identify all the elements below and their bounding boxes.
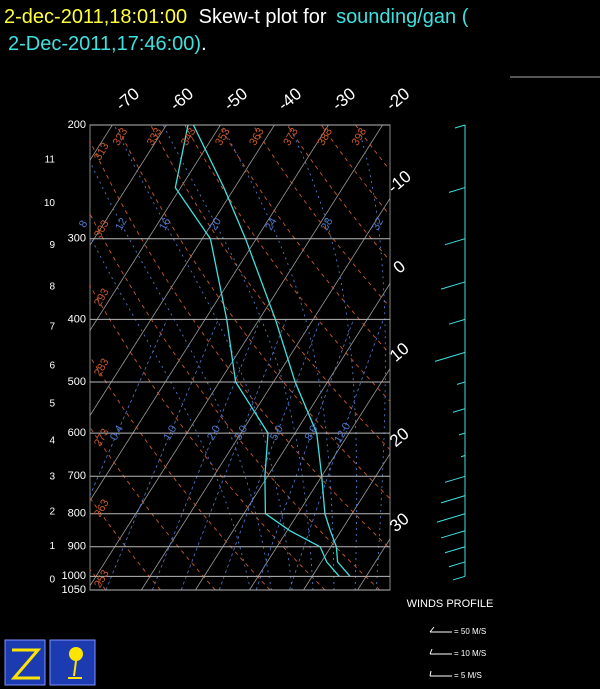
y-tick-label: 600 bbox=[68, 427, 86, 439]
wind-barb bbox=[436, 513, 466, 523]
y-tick-label: 1050 bbox=[62, 584, 86, 596]
height-label: 10 bbox=[44, 198, 56, 209]
y-tick-label: 800 bbox=[68, 508, 86, 520]
height-label: 7 bbox=[49, 321, 55, 332]
title-text: Skew-t plot for bbox=[199, 6, 327, 28]
dry-adiabat bbox=[90, 213, 381, 590]
title-end: . bbox=[201, 33, 207, 55]
wind-barb bbox=[444, 546, 466, 554]
logo-z-glyph bbox=[10, 648, 42, 680]
moist-adiabat-label: 8 bbox=[77, 219, 90, 230]
y-tick-label: 500 bbox=[68, 376, 86, 388]
height-label: 1 bbox=[49, 541, 55, 552]
sounding-1 bbox=[174, 125, 340, 577]
dry-adiabat bbox=[218, 125, 390, 355]
wind-barb bbox=[448, 318, 466, 325]
legend-label: = 10 M/S bbox=[454, 649, 486, 658]
y-tick-label: 300 bbox=[68, 233, 86, 245]
legend-label: = 50 M/S bbox=[454, 627, 486, 636]
isotherm bbox=[90, 125, 221, 332]
wind-barb bbox=[452, 408, 466, 413]
dry-adiabat bbox=[90, 426, 216, 590]
wind-barb bbox=[440, 530, 466, 539]
y-tick-label: 700 bbox=[68, 470, 86, 482]
mixing-ratio bbox=[255, 319, 354, 590]
wind-barb bbox=[448, 187, 466, 193]
winds-title: WINDS PROFILE bbox=[407, 598, 494, 610]
moist-adiabat-label: 28 bbox=[319, 216, 336, 233]
moist-adiabat-label: 16 bbox=[157, 216, 174, 233]
height-label: 3 bbox=[49, 471, 55, 482]
isotherm bbox=[90, 125, 167, 246]
wind-barb bbox=[440, 495, 466, 504]
legend-barb-tick bbox=[429, 648, 433, 655]
chart-subtitle: 2-Dec-2011,17:46:00). bbox=[8, 33, 207, 55]
isotherm bbox=[90, 125, 275, 417]
mixing-ratio bbox=[218, 319, 321, 590]
logo-balloon-line bbox=[68, 660, 82, 679]
legend-barb-tick bbox=[429, 626, 435, 633]
title-obs-time: 2-Dec-2011,17:46:00) bbox=[8, 33, 201, 55]
isotherm bbox=[141, 197, 390, 590]
height-label: 5 bbox=[49, 398, 55, 409]
mixing-ratio bbox=[105, 319, 219, 590]
height-label: 8 bbox=[49, 281, 55, 292]
wind-barb bbox=[434, 351, 466, 362]
height-label: 6 bbox=[49, 360, 55, 371]
sounding-0 bbox=[192, 125, 351, 577]
title-time: 2-dec-2011,18:01:00 bbox=[4, 6, 187, 28]
moist-adiabat bbox=[162, 125, 314, 590]
wind-barb bbox=[456, 381, 466, 385]
isotherm bbox=[90, 125, 329, 502]
legend-barb-tick bbox=[429, 670, 432, 677]
dry-adiabat bbox=[90, 140, 390, 550]
height-label: 9 bbox=[49, 240, 55, 251]
moist-adiabat-label: 20 bbox=[208, 216, 225, 233]
title-station: sounding/gan ( bbox=[336, 6, 469, 28]
wind-barb bbox=[458, 432, 466, 436]
logo-balloon-glyph bbox=[69, 647, 83, 661]
wind-barb bbox=[454, 124, 466, 129]
dry-adiabat bbox=[116, 125, 390, 500]
y-tick-label: 200 bbox=[68, 119, 86, 131]
moist-adiabat-label: 32 bbox=[370, 216, 387, 233]
wind-barb bbox=[444, 238, 466, 246]
y-tick-label: 1000 bbox=[62, 570, 86, 582]
isotherm bbox=[249, 367, 390, 590]
wind-barb bbox=[444, 475, 466, 483]
height-label: 0 bbox=[49, 575, 55, 586]
dry-adiabat bbox=[90, 284, 326, 590]
height-label: 11 bbox=[45, 154, 56, 165]
isotherm bbox=[195, 282, 390, 590]
y-tick-label: 900 bbox=[68, 541, 86, 553]
mixing-ratio bbox=[289, 319, 384, 590]
moist-adiabat-label: 24 bbox=[263, 216, 280, 233]
moist-adiabat-label: 12 bbox=[113, 216, 130, 233]
y-tick-label: 400 bbox=[68, 313, 86, 325]
height-label: 2 bbox=[49, 507, 55, 518]
logos bbox=[4, 639, 96, 686]
moist-adiabat bbox=[221, 125, 335, 590]
isotherm bbox=[90, 125, 384, 587]
wind-barb bbox=[448, 561, 466, 568]
wind-barb bbox=[460, 455, 466, 458]
wind-barb bbox=[440, 281, 466, 290]
mixing-ratio bbox=[152, 319, 261, 590]
chart-title: 2-dec-2011,18:01:00 Skew-t plot for soun… bbox=[4, 6, 469, 28]
height-label: 4 bbox=[49, 435, 55, 446]
mixing-ratio bbox=[180, 319, 287, 590]
legend-label: = 5 M/S bbox=[454, 671, 482, 680]
moist-adiabat bbox=[90, 235, 251, 590]
wind-barb bbox=[452, 575, 466, 581]
plot-area bbox=[90, 125, 390, 590]
